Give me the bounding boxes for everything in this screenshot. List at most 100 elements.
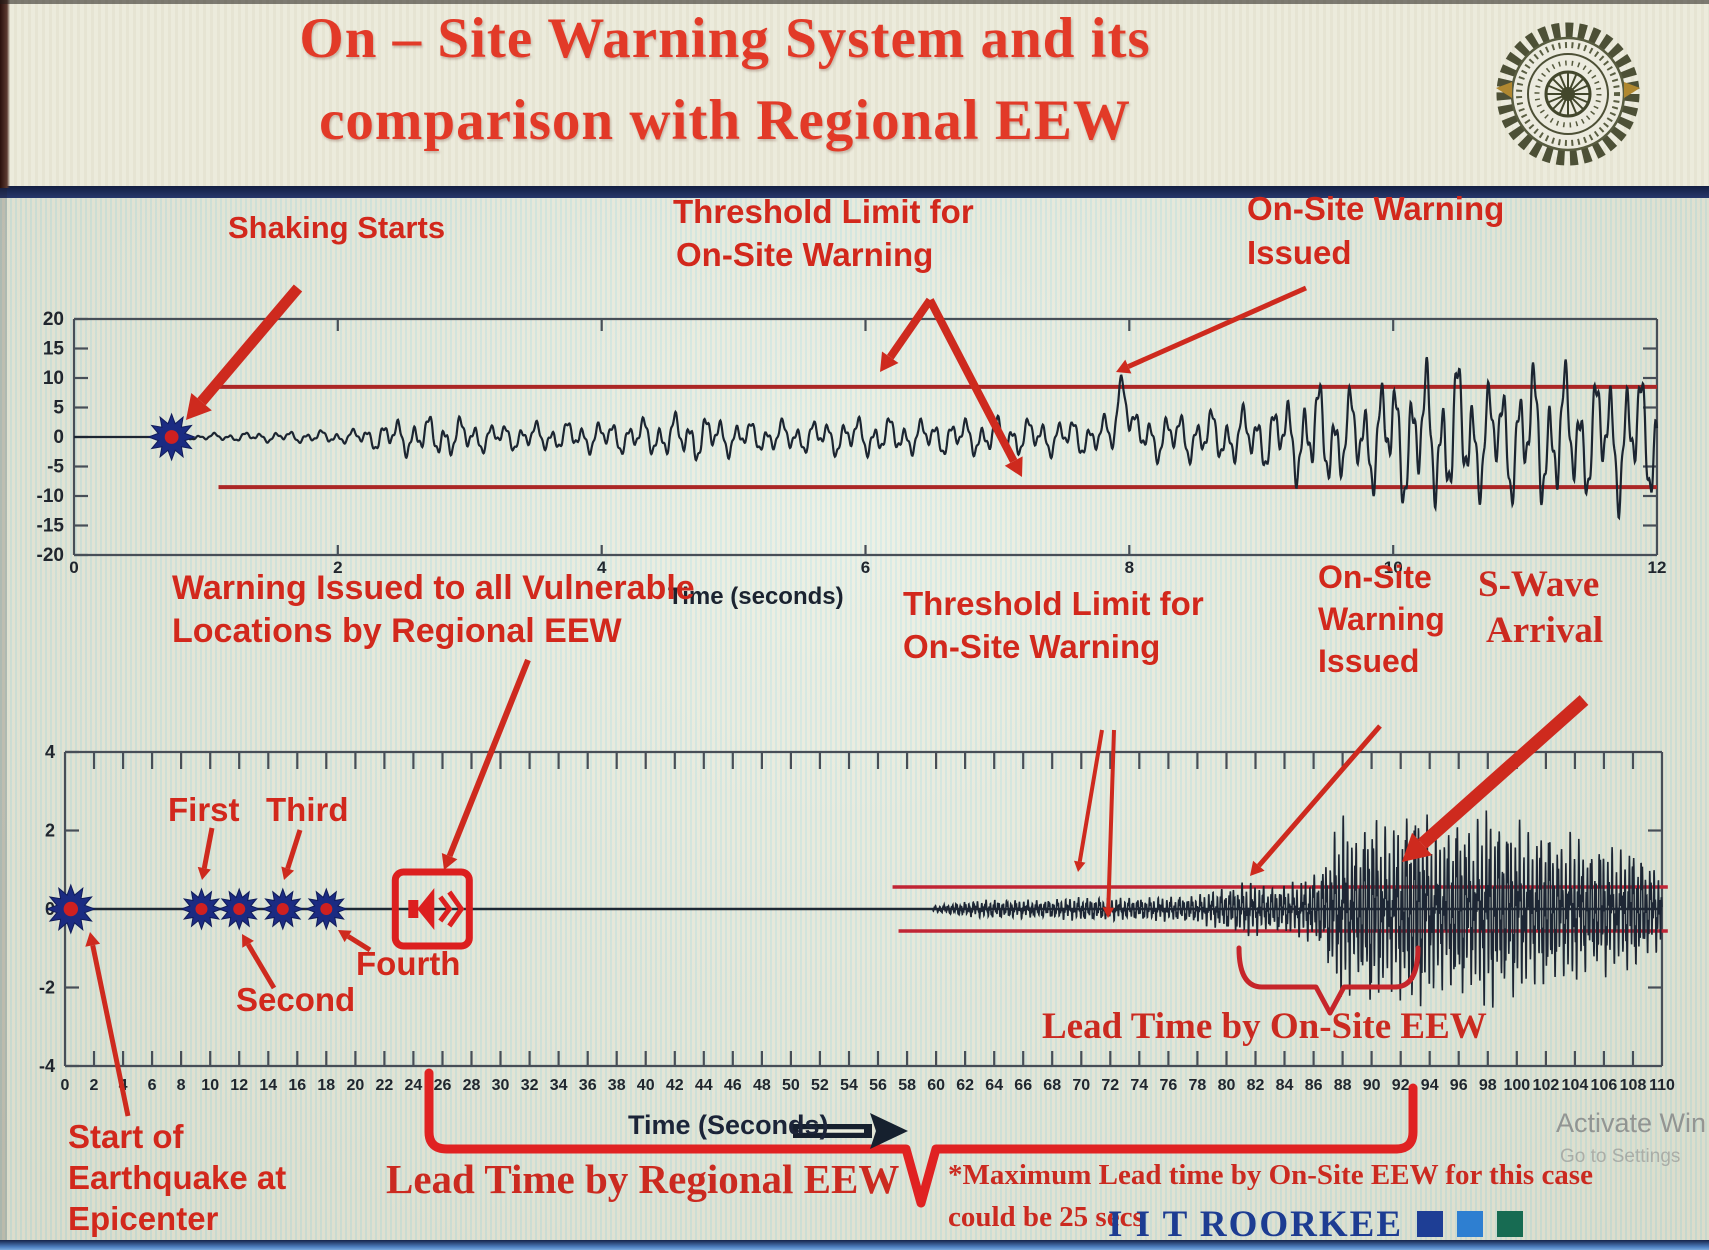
shaking-start-marker [147,412,197,462]
lead-time-regional-brace [424,1068,1418,1208]
epicenter-arrow [85,932,131,1117]
svg-text:60: 60 [927,1077,945,1094]
onsite-issued-bottom-label-line1: On-Site [1318,559,1432,595]
svg-text:66: 66 [1014,1077,1032,1094]
svg-text:90: 90 [1363,1077,1381,1094]
threshold-top-label-line1: Threshold Limit for [673,193,974,230]
fourth-station-label: Fourth [356,945,461,982]
onsite-warning-seismogram: 0 2 4 6 8 10 12 20 15 10 5 0 -5 -10 -15 -20 [37,309,1667,577]
svg-text:8: 8 [177,1077,186,1094]
regional-vs-onsite-timeline-waveform [65,810,1663,1008]
threshold-top-arrow-left [880,297,934,372]
svg-text:22: 22 [376,1077,394,1094]
svg-text:10: 10 [43,368,64,389]
svg-text:44: 44 [695,1077,713,1094]
regional-vs-onsite-timeline: 0246810121416182022242628303234363840424… [39,742,1675,1094]
svg-text:96: 96 [1450,1077,1468,1094]
regional-warning-label-line1: Warning Issued to all Vulnerable [172,569,695,607]
station-trigger-marker-2 [217,887,261,931]
slide-header: On – Site Warning System and its compari… [0,0,1709,186]
svg-text:2: 2 [45,821,55,841]
regional-warning-speaker-icon [391,868,473,950]
onsite-warning-seismogram-threshold-lines [212,384,1657,490]
svg-text:12: 12 [1648,558,1667,577]
svg-text:72: 72 [1101,1077,1119,1094]
go-to-settings-watermark: Go to Settings [1560,1146,1681,1167]
svg-text:48: 48 [753,1077,771,1094]
onsite-issued-top-label-line1: On-Site Warning [1247,190,1505,227]
svg-text:0: 0 [69,558,78,577]
threshold-bottom-label-line1: Threshold Limit for [903,585,1204,622]
lead-time-onsite-label: Lead Time by On-Site EEW [1042,1006,1487,1047]
svg-text:36: 36 [579,1077,597,1094]
svg-text:10: 10 [1384,558,1403,577]
svg-text:14: 14 [259,1077,277,1094]
svg-text:6: 6 [148,1077,157,1094]
svg-text:54: 54 [840,1077,858,1094]
svg-text:2: 2 [90,1077,99,1094]
svg-text:104: 104 [1562,1077,1589,1094]
svg-text:100: 100 [1503,1077,1530,1094]
svg-text:46: 46 [724,1077,742,1094]
shaking-starts-label: Shaking Starts [228,210,446,245]
threshold-bottom-arrow-left [1074,729,1104,872]
svg-text:56: 56 [869,1077,887,1094]
svg-text:32: 32 [521,1077,539,1094]
svg-text:42: 42 [666,1077,684,1094]
swave-arrival-arrow [1402,695,1589,862]
svg-text:92: 92 [1392,1077,1410,1094]
svg-text:52: 52 [811,1077,829,1094]
time-direction-arrow [793,1113,908,1149]
svg-text:-15: -15 [37,516,65,537]
svg-text:80: 80 [1218,1077,1236,1094]
iit-roorkee-logo [1496,22,1640,166]
svg-text:12: 12 [230,1077,248,1094]
photo-edge-top [0,0,1709,4]
header-divider [0,186,1709,198]
svg-text:-4: -4 [39,1056,55,1076]
third-station-arrow [281,829,303,880]
svg-text:2: 2 [333,558,342,577]
svg-text:94: 94 [1421,1077,1439,1094]
fourth-station-arrow [338,930,372,953]
svg-text:68: 68 [1043,1077,1061,1094]
svg-text:15: 15 [43,339,65,360]
first-station-arrow [197,827,215,880]
svg-text:64: 64 [985,1077,1003,1094]
page-title-line2: comparison with Regional EEW [319,89,1131,152]
photo-edge-bottom [0,1240,1709,1250]
svg-text:28: 28 [463,1077,481,1094]
svg-text:84: 84 [1276,1077,1294,1094]
lead-time-regional-label: Lead Time by Regional EEW [386,1156,900,1202]
epicenter-label-line3: Epicenter [68,1200,219,1237]
svg-text:76: 76 [1160,1077,1178,1094]
svg-text:18: 18 [317,1077,335,1094]
svg-text:62: 62 [956,1077,974,1094]
station-trigger-marker-4 [304,887,348,931]
epicenter-label-line2: Earthquake at [68,1159,287,1196]
brand-text: I I T ROORKEE [1108,1204,1404,1245]
svg-text:98: 98 [1479,1077,1497,1094]
svg-text:24: 24 [405,1077,423,1094]
swave-arrival-label-line1: S-Wave [1478,564,1600,605]
swave-arrival-label-line2: Arrival [1486,610,1604,651]
brand-square-2 [1457,1211,1484,1237]
epicenter-label-line1: Start of [68,1118,184,1155]
svg-text:4: 4 [597,558,607,577]
svg-text:86: 86 [1305,1077,1323,1094]
threshold-bottom-arrow-right [1102,729,1116,918]
svg-text:30: 30 [492,1077,510,1094]
onsite-warning-seismogram-axes [72,317,1659,557]
station-trigger-marker-3 [261,887,305,931]
svg-text:40: 40 [637,1077,655,1094]
max-lead-note-line2: could be 25 secs [948,1201,1144,1233]
svg-text:8: 8 [1125,558,1134,577]
brand-square-3 [1497,1211,1524,1237]
svg-text:82: 82 [1247,1077,1265,1094]
regional-warning-label-line2: Locations by Regional EEW [172,612,622,650]
svg-text:108: 108 [1620,1077,1647,1094]
station-trigger-marker-epicenter [45,883,97,935]
onsite-issued-bottom-arrow [1250,724,1382,876]
svg-text:-2: -2 [39,978,55,998]
